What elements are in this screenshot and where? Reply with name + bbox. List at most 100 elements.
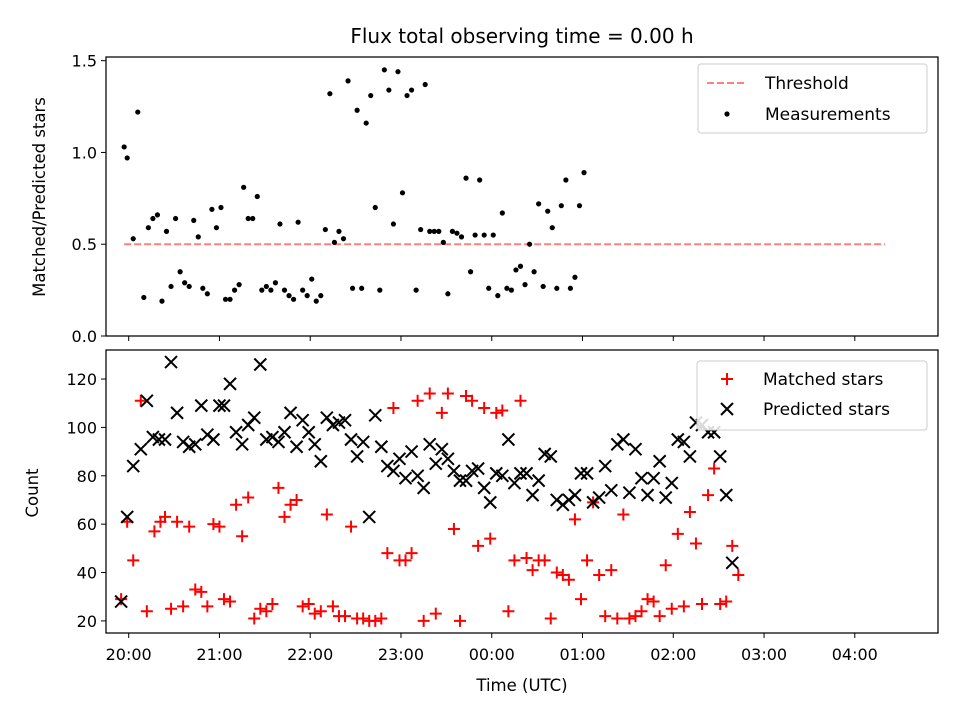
- matched-stars-point: [387, 402, 400, 415]
- measurements-point: [168, 283, 174, 290]
- measurements-point: [413, 287, 419, 293]
- matched-stars-point: [526, 564, 539, 577]
- predicted-legend-marker: [720, 402, 734, 416]
- matched-stars-point: [236, 530, 249, 543]
- matched-stars-point: [417, 614, 430, 627]
- measurements-point: [449, 228, 456, 234]
- predicted-stars-point: [725, 556, 739, 570]
- measurements-point: [163, 228, 170, 234]
- predicted-stars-point: [212, 398, 227, 413]
- predicted-stars-point: [495, 469, 510, 483]
- measurements-point: [390, 221, 397, 227]
- y-tick-label: 40: [77, 564, 97, 583]
- y-tick-label: 120: [66, 370, 97, 389]
- measurements-point: [141, 294, 147, 301]
- measurements-legend-label: Measurements: [765, 105, 891, 125]
- measurements-point: [499, 210, 505, 216]
- measurements-point: [272, 280, 279, 286]
- predicted-stars-point: [659, 490, 673, 505]
- measurements-point: [563, 177, 569, 183]
- measurements-point: [481, 232, 487, 238]
- predicted-stars-point: [223, 377, 237, 391]
- count-legend-box: [696, 360, 928, 431]
- measurements-point: [381, 67, 387, 73]
- predicted-stars-point: [164, 355, 178, 369]
- matched-stars-point: [466, 394, 479, 407]
- x-tick-label: 23:00: [378, 645, 424, 664]
- predicted-stars-point: [235, 437, 249, 452]
- measurements-point: [340, 236, 347, 242]
- matched-stars-point: [375, 612, 388, 625]
- predicted-stars-point: [170, 406, 184, 420]
- predicted-stars-point: [483, 495, 497, 510]
- measurements-point: [182, 280, 188, 286]
- predicted-stars-point: [314, 454, 328, 468]
- measurements-point: [172, 215, 179, 222]
- predicted-stars-point: [295, 413, 310, 427]
- measurements-point: [517, 263, 524, 269]
- predicted-stars-point: [713, 449, 727, 464]
- matched-legend-marker: [721, 373, 733, 385]
- count-panel: 20 40 60 80 100 120 20:00 21:00 22:00 23:00 00:00 0…: [23, 349, 939, 695]
- predicted-stars-point: [140, 394, 154, 408]
- predicted-stars-point: [652, 454, 667, 468]
- predicted-stars-point: [410, 469, 425, 483]
- measurements-point: [445, 291, 451, 297]
- matched-stars-point: [520, 552, 533, 565]
- matched-stars-point: [496, 404, 509, 417]
- measurements-point: [490, 232, 496, 238]
- measurements-point: [558, 203, 564, 209]
- predicted-stars-point: [477, 481, 491, 495]
- matched-stars-point: [260, 605, 273, 618]
- measurements-point: [327, 91, 333, 97]
- matched-stars-point: [514, 394, 527, 407]
- predicted-stars-point: [622, 486, 637, 500]
- predicted-stars-point: [471, 461, 485, 476]
- x-axis-label: Time (UTC): [475, 676, 567, 695]
- predicted-stars-point: [283, 406, 298, 420]
- matched-stars-point: [696, 597, 709, 610]
- matched-stars-point: [447, 522, 460, 535]
- measurements-legend-marker: [724, 111, 730, 117]
- measurements-point: [121, 144, 127, 150]
- measurements-point: [513, 267, 519, 273]
- measurements-point: [195, 234, 201, 240]
- matched-stars-point: [177, 600, 190, 613]
- matched-stars-point: [593, 568, 606, 581]
- predicted-stars-point: [580, 466, 594, 481]
- measurements-point: [331, 239, 338, 245]
- matched-stars-point: [435, 406, 448, 419]
- measurements-point: [504, 285, 510, 291]
- matched-stars-point: [720, 595, 733, 608]
- matched-stars-point: [369, 614, 382, 627]
- predicted-stars-point: [519, 466, 534, 481]
- predicted-stars-point: [289, 440, 304, 454]
- count-y-axis-label: Count: [23, 468, 42, 518]
- matched-stars-point: [399, 554, 412, 567]
- matched-stars-point: [665, 602, 678, 615]
- x-tick-label: 03:00: [741, 645, 787, 664]
- measurements-point: [277, 221, 283, 227]
- predicted-stars-point: [453, 473, 467, 488]
- measurements-point: [567, 285, 574, 291]
- matched-stars-point: [230, 498, 243, 511]
- predicted-stars-point: [158, 432, 172, 447]
- y-tick-label: 20: [77, 612, 97, 631]
- measurements-point: [536, 201, 542, 207]
- matched-stars-point: [405, 547, 418, 560]
- measurements-point: [318, 293, 324, 299]
- predicted-stars-point: [229, 425, 243, 439]
- measurements-point: [322, 226, 328, 233]
- y-tick-label: 100: [66, 418, 97, 437]
- chart-title: Flux total observing time = 0.00 h: [350, 24, 693, 48]
- predicted-stars-point: [120, 510, 134, 524]
- measurements-point: [159, 298, 165, 304]
- matched-stars-point: [581, 554, 594, 567]
- measurements-point: [304, 293, 310, 299]
- predicted-stars-point: [308, 437, 322, 452]
- predicted-stars-point: [525, 488, 540, 502]
- matched-stars-point: [320, 508, 333, 521]
- matched-stars-point: [411, 394, 424, 407]
- matched-stars-point: [127, 554, 140, 567]
- matched-stars-point: [653, 610, 666, 623]
